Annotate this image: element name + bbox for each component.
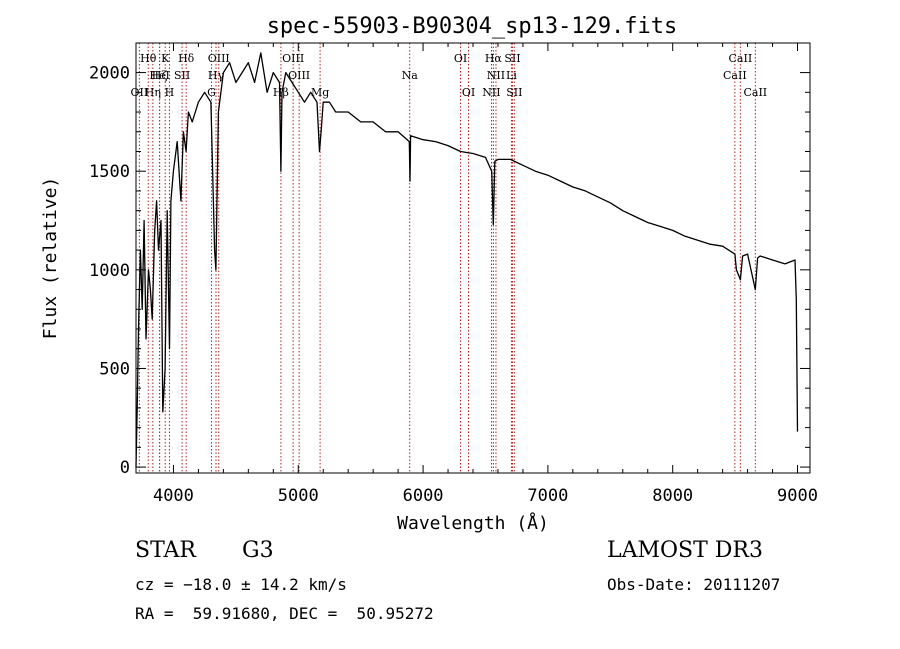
- y-tick-label: 0: [120, 458, 130, 478]
- x-axis-label: Wavelength (Å): [397, 512, 549, 534]
- subclass: G3: [242, 538, 274, 563]
- survey-name: LAMOST DR3: [607, 538, 763, 563]
- coordinates: RA = 59.91680, DEC = 50.95272: [135, 604, 434, 623]
- spectral-line-label: K: [161, 52, 170, 65]
- x-tick-label: 7000: [527, 486, 568, 506]
- x-tick-label: 6000: [403, 486, 444, 506]
- spectral-line-label: NII: [487, 69, 505, 82]
- spectral-line-label: CaII: [729, 52, 753, 65]
- spectral-line-label: Li: [506, 69, 517, 82]
- spectral-line-label: Hα: [485, 52, 503, 65]
- object-class: STAR: [135, 538, 196, 563]
- spectral-line-label: SII: [506, 86, 522, 99]
- spectral-line-markers: [138, 43, 756, 473]
- x-tick-label: 9000: [777, 486, 818, 506]
- spectrum-chart: spec-55903-B90304_sp13-129.fits HθOIIHηH…: [40, 14, 818, 534]
- y-tick-label: 1000: [89, 261, 130, 281]
- chart-title: spec-55903-B90304_sp13-129.fits: [267, 14, 678, 39]
- spectral-line-label: Mg: [311, 86, 329, 99]
- y-axis-label: Flux (relative): [40, 177, 61, 340]
- spectral-line-label: Hδ: [178, 52, 195, 65]
- x-tick-label: 8000: [652, 486, 693, 506]
- spectral-line-label: Hγ: [208, 69, 225, 82]
- obs-date: Obs-Date: 20111207: [607, 575, 781, 594]
- spectral-line-label: OIII: [288, 69, 310, 82]
- spectral-line-label: OI: [462, 86, 475, 99]
- spectral-line-label: HeI: [149, 69, 169, 82]
- spectral-line-label: CaII: [743, 86, 767, 99]
- spectral-line-label: CaII: [723, 69, 747, 82]
- y-tick-label: 500: [99, 359, 130, 379]
- spectral-line-label: OIII: [208, 52, 230, 65]
- axis-ticks: 4000 5000 6000 7000 8000 9000 0 500 1000 1500 2000: [89, 43, 818, 506]
- spectral-line-label: OIII: [282, 52, 304, 65]
- x-tick-label: 5000: [278, 486, 319, 506]
- spectral-line-label: SII: [174, 69, 190, 82]
- spectral-line-label: NII: [482, 86, 500, 99]
- x-tick-label: 4000: [153, 486, 194, 506]
- spectral-line-label: OI: [454, 52, 467, 65]
- spectral-line-label: Hη: [145, 86, 161, 99]
- spectral-line-label: H: [165, 86, 175, 99]
- spectral-line-label: Hθ: [140, 52, 157, 65]
- plot-frame: [135, 42, 811, 474]
- redshift-velocity: cz = −18.0 ± 14.2 km/s: [135, 575, 347, 594]
- spectral-line-label: G: [207, 86, 216, 99]
- spectrum-line: [135, 52, 799, 468]
- spectral-line-label: Hζ: [152, 69, 168, 82]
- y-tick-label: 2000: [89, 64, 130, 84]
- spectral-line-label: Hβ: [273, 86, 289, 99]
- spectral-line-label: Na: [402, 69, 419, 82]
- y-tick-label: 1500: [89, 162, 130, 182]
- spectral-line-label: SII: [504, 52, 520, 65]
